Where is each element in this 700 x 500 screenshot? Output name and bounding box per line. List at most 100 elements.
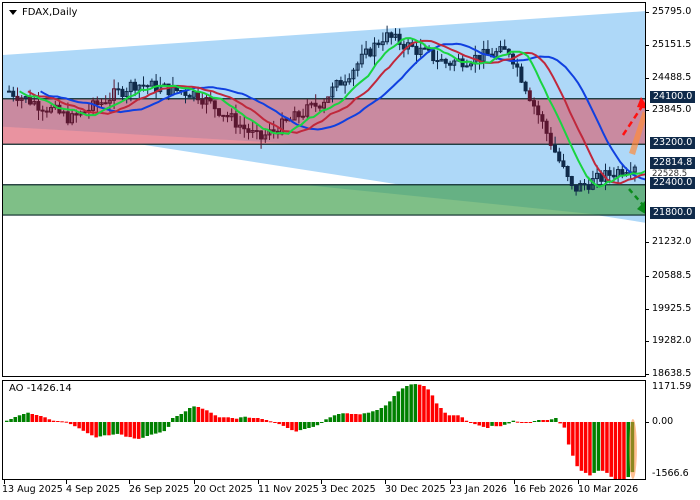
candle-body <box>364 48 368 55</box>
candle-body <box>322 101 326 109</box>
candle-body <box>343 81 347 86</box>
candle-body <box>107 99 112 104</box>
ao-bar <box>64 421 69 423</box>
candle-body <box>338 80 343 86</box>
ao-bar <box>256 418 260 422</box>
ao-bar <box>328 417 332 422</box>
candle-body <box>296 111 301 118</box>
candle-body <box>103 102 108 105</box>
ao-y-label: 0.00 <box>652 416 674 427</box>
x-label: 13 Aug 2025 <box>2 484 63 495</box>
y-tick <box>645 78 649 79</box>
ao-bar <box>452 415 456 422</box>
candle-body <box>347 78 352 83</box>
ao-bar <box>285 422 290 428</box>
ao-bar <box>626 422 630 477</box>
candle-body <box>166 83 171 96</box>
candle-body <box>385 32 389 43</box>
ao-bar <box>430 395 435 422</box>
ao-bar <box>541 420 545 422</box>
ao-bar <box>362 413 367 422</box>
y-label: 24488.5 <box>652 72 692 83</box>
ao-bar <box>498 422 503 427</box>
candle-body <box>469 63 473 67</box>
y-label: 21232.0 <box>652 236 692 247</box>
candle-body <box>191 91 196 98</box>
x-label: 30 Dec 2025 <box>385 484 446 495</box>
candle-body <box>376 42 381 46</box>
ao-bar <box>562 422 567 428</box>
candle-body <box>565 166 570 178</box>
candle-body <box>494 51 499 58</box>
candle-body <box>389 32 394 38</box>
ao-bar <box>22 414 26 422</box>
ao-bar <box>417 384 422 422</box>
ao-bar <box>486 422 490 428</box>
candle-body <box>145 85 150 88</box>
candle-body <box>519 66 524 83</box>
ao-bar <box>183 411 188 422</box>
dropdown-triangle-icon[interactable] <box>9 9 17 15</box>
ao-bar <box>383 405 388 422</box>
ao-bar <box>464 420 469 422</box>
candle-body <box>586 184 591 190</box>
candle-body <box>317 105 322 109</box>
candle-body <box>23 96 28 99</box>
y-label: 19282.0 <box>652 335 692 346</box>
x-tick <box>129 480 130 484</box>
candle-body <box>326 96 331 103</box>
ao-bar <box>226 417 230 422</box>
ao-bar <box>119 422 124 435</box>
y-tick <box>645 309 649 310</box>
ao-bar <box>137 422 141 439</box>
candle-body <box>254 130 259 133</box>
candle-body <box>263 134 268 140</box>
ao-bar <box>311 422 315 427</box>
candle-body <box>7 90 11 93</box>
ao-bar <box>175 416 179 422</box>
ao-bar <box>30 414 34 422</box>
symbol-title[interactable]: FDAX,Daily <box>9 7 77 18</box>
x-label: 10 Mar 2026 <box>578 484 639 495</box>
ao-bar <box>111 422 115 435</box>
candle-body <box>443 58 448 64</box>
ao-bar <box>234 418 239 422</box>
ao-bar <box>141 422 145 438</box>
candle-body <box>229 113 234 118</box>
ao-bar <box>43 417 47 422</box>
candle-body <box>431 49 436 62</box>
candle-body <box>464 65 469 68</box>
candle-body <box>553 144 557 153</box>
ao-indicator-panel[interactable]: AO -1426.14 <box>2 380 646 480</box>
candle-body <box>32 101 37 105</box>
x-tick <box>385 480 386 484</box>
ao-bar <box>320 422 324 423</box>
price-chart-panel[interactable]: FDAX,Daily <box>2 2 646 377</box>
ao-bar <box>56 421 60 422</box>
ao-bar <box>324 419 328 422</box>
red-arrowhead-icon <box>637 97 645 109</box>
price-chart-canvas[interactable] <box>3 3 646 377</box>
ao-bar <box>405 386 409 422</box>
ao-bar <box>494 422 498 427</box>
candle-body <box>65 111 70 124</box>
candle-body <box>242 124 247 130</box>
candle-body <box>208 97 213 102</box>
ao-bar <box>294 422 298 432</box>
candle-body <box>70 113 74 124</box>
candle-body <box>548 132 553 146</box>
ao-bar <box>396 391 401 422</box>
red-arrow-up-icon <box>621 104 645 136</box>
ao-bar <box>481 422 486 427</box>
symbol-title-text: FDAX,Daily <box>22 7 78 18</box>
candle-body <box>452 60 457 66</box>
x-label: 20 Oct 2025 <box>194 484 253 495</box>
y-label: 23845.0 <box>652 104 692 115</box>
ao-bar <box>277 422 281 425</box>
candle-body <box>502 46 507 50</box>
candle-body <box>233 113 238 128</box>
candle-body <box>515 63 520 68</box>
ao-bar <box>588 422 592 476</box>
x-tick <box>66 480 67 484</box>
level-label-23200: 23200.0 <box>650 137 696 149</box>
